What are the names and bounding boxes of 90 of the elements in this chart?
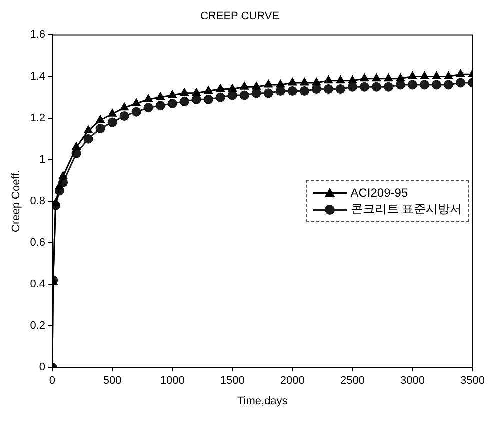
point [216, 92, 226, 102]
point [372, 82, 382, 92]
point [312, 84, 322, 94]
point [396, 80, 406, 90]
point [324, 76, 333, 84]
point [408, 72, 417, 80]
y-tick-label: 0 [39, 362, 46, 374]
point [192, 88, 201, 96]
point [180, 96, 190, 106]
y-tick-label: 0.8 [30, 195, 46, 208]
point [432, 80, 442, 90]
point [384, 82, 394, 92]
point [288, 86, 298, 96]
point [84, 134, 94, 144]
point [55, 182, 64, 190]
point [444, 80, 454, 90]
point [348, 82, 358, 92]
point [108, 109, 117, 117]
point [96, 116, 105, 124]
point [360, 74, 369, 82]
point [84, 126, 93, 134]
point [276, 80, 285, 88]
y-tick-label: 0.4 [30, 278, 46, 291]
point [144, 94, 153, 102]
point [300, 86, 310, 96]
point [324, 84, 334, 94]
x-axis-title: Time,days [237, 395, 288, 408]
point [288, 78, 297, 86]
point [312, 78, 321, 86]
point [156, 101, 166, 111]
point [192, 94, 202, 104]
point [300, 78, 309, 86]
x-tick-label: 2500 [340, 375, 365, 388]
point [120, 111, 130, 121]
point [59, 172, 68, 180]
point [408, 80, 418, 90]
y-tick-label: 0.2 [30, 320, 46, 332]
legend-label: 콘크리트 표준시방서 [350, 201, 462, 218]
point [204, 94, 214, 104]
point [264, 80, 273, 88]
x-tick-label: 500 [103, 375, 122, 388]
y-tick-label: 0.6 [30, 236, 46, 249]
x-tick-label: 1500 [220, 375, 245, 388]
x-tick-label: 2000 [280, 375, 305, 388]
point [228, 84, 237, 92]
point [204, 86, 213, 94]
point [420, 72, 429, 80]
y-tick-label: 1.2 [30, 112, 46, 124]
legend-label: ACI209-95 [350, 186, 408, 200]
chart-title: CREEP CURVE [200, 10, 280, 23]
point [384, 74, 393, 82]
point [336, 76, 345, 84]
point [276, 86, 286, 96]
point [372, 74, 381, 82]
point [108, 118, 118, 128]
point [168, 99, 178, 109]
point [216, 84, 225, 92]
point [132, 107, 142, 117]
x-tick-label: 0 [49, 375, 56, 388]
point [120, 103, 129, 111]
y-tick-label: 1.6 [30, 29, 46, 42]
x-tick-label: 1000 [160, 375, 185, 388]
point [420, 80, 430, 90]
point [180, 88, 189, 96]
point [336, 84, 346, 94]
y-tick-label: 1.4 [30, 70, 46, 83]
point [144, 103, 154, 113]
x-tick-label: 3500 [460, 375, 486, 388]
point [96, 124, 106, 134]
point [348, 76, 357, 84]
y-tick-label: 1 [39, 154, 46, 166]
point [252, 82, 261, 90]
x-tick-label: 3000 [400, 375, 425, 388]
point [228, 90, 238, 100]
point [444, 72, 453, 80]
point [264, 88, 274, 98]
point [240, 90, 250, 100]
point [456, 70, 465, 78]
point [432, 72, 441, 80]
point [396, 74, 405, 82]
point [252, 88, 262, 98]
point [52, 198, 60, 206]
point [156, 92, 165, 100]
point [168, 90, 177, 98]
point [132, 99, 141, 107]
point [72, 142, 81, 150]
y-axis-title: Creep Coeff. [10, 170, 23, 232]
point [456, 78, 466, 88]
point [360, 82, 370, 92]
point [240, 82, 249, 90]
